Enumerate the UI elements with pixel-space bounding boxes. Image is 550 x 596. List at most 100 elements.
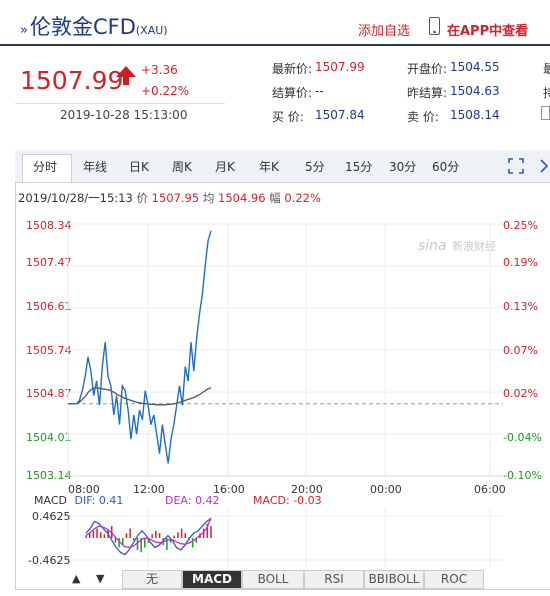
tab-scroll-arrow[interactable] [538, 156, 550, 176]
x-tick-label: 08:00 [68, 483, 100, 496]
tab-30min[interactable]: 30分 [389, 160, 417, 174]
y-tick-label: 1503.14 [26, 469, 72, 482]
y-tick-label: 1506.61 [26, 300, 72, 313]
dif-value: 0.41 [98, 494, 124, 507]
mode-boll-button[interactable]: BOLL [242, 570, 304, 589]
phone-icon [429, 17, 440, 35]
instrument-title: »伦敦金CFD(XAU) [20, 11, 168, 41]
macd-legend: MACD DIF: 0.41 [34, 494, 123, 507]
tab-yearly-k[interactable]: 年K [259, 160, 279, 174]
mode-none-button[interactable]: 无 [122, 570, 182, 589]
macd-label: MACD: [253, 494, 290, 507]
sell-price-label: 卖 价: [407, 110, 439, 124]
sell-price-value: 1508.14 [450, 108, 500, 122]
info-amp: 0.22% [284, 191, 321, 205]
fullscreen-icon[interactable] [508, 158, 524, 174]
x-tick-label: 12:00 [133, 483, 165, 496]
chevron-right-icon [540, 159, 549, 173]
y-tick-label: 1504.01 [26, 431, 72, 444]
active-tab-bg [22, 154, 72, 182]
dea-line [85, 517, 212, 549]
tab-yearline[interactable]: 年线 [83, 160, 108, 174]
y-right-tick-label: -0.04% [503, 431, 542, 444]
prev-settle-value: 1504.63 [450, 84, 500, 98]
avg-price-line [68, 387, 212, 406]
mode-bbiboll-button[interactable]: BBIBOLL [364, 570, 424, 589]
watermark-sina-logo: sina [418, 238, 447, 254]
x-tick-label: 16:00 [213, 483, 245, 496]
instrument-code: (XAU) [135, 24, 168, 37]
chart-info-line: 2019/10/28/一15:13 价 1507.95 均 1504.96 幅 … [18, 190, 321, 206]
info-datetime: 2019/10/28/一15:13 [18, 191, 133, 205]
price-change: +3.36 [141, 63, 178, 77]
dif-label: DIF: [74, 494, 96, 507]
dea-label: DEA: [165, 494, 192, 507]
current-price: 1507.99 [20, 66, 124, 95]
cutoff-label-2: 持 [543, 86, 550, 100]
tab-5min[interactable]: 5分 [305, 160, 325, 174]
chart-panel [15, 150, 550, 590]
info-avg: 1504.96 [218, 191, 266, 205]
settle-price-label: 结算价: [272, 86, 313, 100]
info-price-label: 价 [136, 191, 148, 205]
macd-bottom-value: -0.4625 [28, 554, 71, 567]
view-in-app-button[interactable]: 在APP中查看 [447, 24, 529, 39]
chart-grid [67, 223, 503, 568]
buy-price-label: 买 价: [272, 110, 304, 124]
y-right-tick-label: 0.02% [503, 387, 538, 400]
price-change-percent: +0.22% [141, 84, 190, 98]
cutoff-label-1: 最 [543, 62, 550, 76]
latest-price-value: 1507.99 [315, 60, 365, 74]
dea-value: 0.42 [194, 494, 220, 507]
period-tab-bar [15, 150, 550, 183]
divider [15, 103, 225, 104]
double-chevron-icon: » [20, 23, 28, 38]
tab-15min[interactable]: 15分 [345, 160, 373, 174]
y-tick-label: 1505.74 [26, 344, 72, 357]
triangle-down-icon[interactable]: ▼ [96, 572, 105, 585]
y-right-tick-label: 0.07% [503, 344, 538, 357]
mode-roc-button[interactable]: ROC [424, 570, 484, 589]
settle-price-value: -- [315, 84, 324, 98]
macd-top-value: 0.4625 [32, 510, 71, 523]
quote-timestamp: 2019-10-28 15:13:00 [60, 108, 188, 122]
buy-price-value: 1507.84 [315, 108, 365, 122]
up-arrow-icon-stem [123, 76, 129, 85]
macd-value-legend: MACD: -0.03 [253, 494, 322, 507]
y-right-tick-label: 0.19% [503, 256, 538, 269]
mode-rsi-button[interactable]: RSI [304, 570, 364, 589]
tab-intraday[interactable]: 分时 [33, 160, 58, 174]
tab-monthly-k[interactable]: 月K [215, 160, 235, 174]
triangle-up-icon[interactable]: ▲ [72, 572, 81, 585]
x-tick-label: 20:00 [291, 483, 323, 496]
macd-title: MACD [34, 494, 67, 507]
instrument-name: 伦敦金CFD [29, 15, 136, 39]
y-right-tick-label: 0.25% [503, 219, 538, 232]
prev-settle-label: 昨结算: [407, 86, 448, 100]
macd-value: -0.03 [293, 494, 322, 507]
watermark-text: 新浪财经 [452, 239, 496, 253]
y-right-tick-label: 0.13% [503, 300, 538, 313]
latest-price-label: 最新价: [272, 62, 313, 76]
page-header [0, 0, 550, 46]
open-price-value: 1504.55 [450, 60, 500, 74]
up-arrow-icon [116, 66, 136, 77]
add-watchlist-button[interactable]: 添加自选 [358, 24, 411, 39]
info-price: 1507.95 [151, 191, 200, 205]
y-tick-label: 1504.87 [26, 387, 72, 400]
tab-weekly-k[interactable]: 周K [172, 160, 192, 174]
mode-macd-button[interactable]: MACD [182, 570, 242, 589]
info-avg-label: 均 [202, 191, 215, 205]
tab-60min[interactable]: 60分 [432, 160, 460, 174]
dea-legend: DEA: 0.42 [165, 494, 219, 507]
info-amp-label: 幅 [269, 191, 281, 205]
indicator-nav: ▲ ▼ [68, 570, 120, 589]
open-price-label: 开盘价: [407, 62, 448, 76]
y-right-tick-label: -0.10% [503, 469, 542, 482]
price-line [68, 230, 212, 464]
y-tick-label: 1507.47 [26, 256, 72, 269]
y-tick-label: 1508.34 [26, 219, 72, 232]
x-tick-label: 06:00 [474, 483, 506, 496]
tab-daily-k[interactable]: 日K [129, 160, 149, 174]
